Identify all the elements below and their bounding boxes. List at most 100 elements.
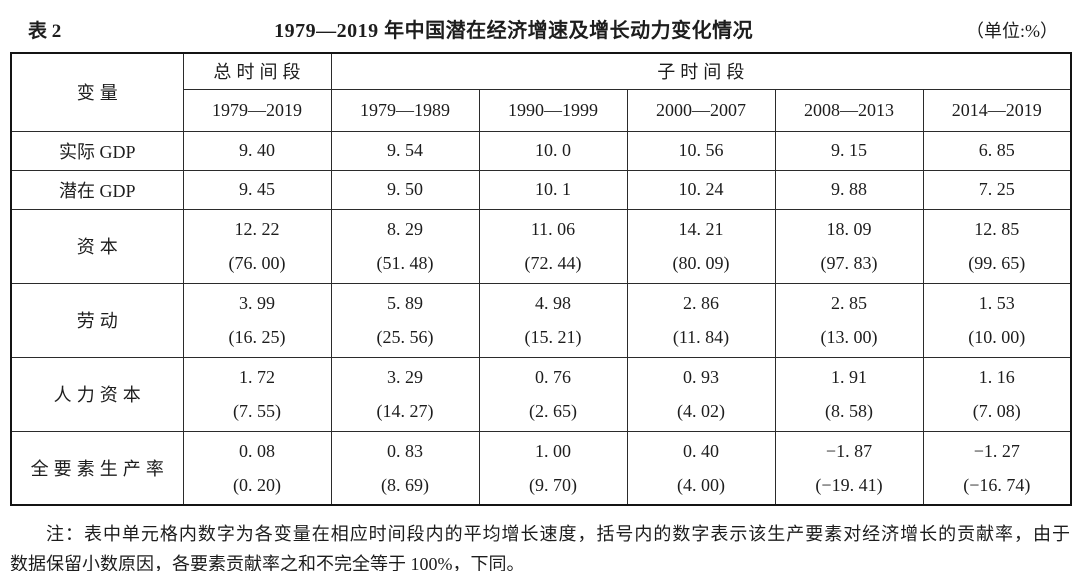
contribution-rate: (8. 69) <box>381 474 429 495</box>
cell-value: 10. 1 <box>478 169 628 210</box>
cell-value: 0. 40 (4. 00) <box>626 430 776 506</box>
table-row-capital: 资本 12. 22 (76. 00) 8. 29 (51. 48) 11. 06… <box>10 208 1072 284</box>
contribution-rate: (97. 83) <box>820 253 878 273</box>
cell-value: 5. 89 (25. 56) <box>330 282 480 358</box>
contribution-rate: (14. 27) <box>376 401 434 421</box>
cell-value: 9. 15 <box>774 130 924 171</box>
cell-value: 8. 29 (51. 48) <box>330 208 480 284</box>
contribution-rate: (7. 55) <box>233 401 281 421</box>
cell-value: −1. 87 (−19. 41) <box>774 430 924 506</box>
cell-value: 0. 93 (4. 02) <box>626 356 776 432</box>
contribution-rate: (10. 00) <box>968 327 1026 347</box>
cell-value: 1. 91 (8. 58) <box>774 356 924 432</box>
row-label: 人力资本 <box>10 356 184 432</box>
contribution-rate: (4. 02) <box>677 401 725 421</box>
growth-rate: −1. 87 <box>825 440 873 461</box>
col-header-total-period: 总时间段 <box>182 52 332 90</box>
cell-value: 1. 72 (7. 55) <box>182 356 332 432</box>
cell-value: 2. 86 (11. 84) <box>626 282 776 358</box>
contribution-rate: (16. 25) <box>228 327 286 347</box>
growth-rate: 12. 22 <box>234 219 280 239</box>
growth-rate: 11. 06 <box>530 219 576 239</box>
cell-value: 4. 98 (15. 21) <box>478 282 628 358</box>
col-header-period: 2014—2019 <box>922 88 1072 132</box>
cell-value: 0. 83 (8. 69) <box>330 430 480 506</box>
cell-value: 1. 53 (10. 00) <box>922 282 1072 358</box>
growth-rate: 0. 93 <box>683 367 719 387</box>
header-row-groups: 变量 总时间段 子时间段 <box>10 52 1072 132</box>
cell-value: 14. 21 (80. 09) <box>626 208 776 284</box>
cell-value: 3. 29 (14. 27) <box>330 356 480 432</box>
cell-value: 10. 24 <box>626 169 776 210</box>
cell-value: −1. 27 (−16. 74) <box>922 430 1072 506</box>
growth-rate: 1. 72 <box>239 367 275 387</box>
contribution-rate: (80. 09) <box>672 253 730 273</box>
contribution-rate: (13. 00) <box>820 327 878 347</box>
row-label: 全要素生产率 <box>10 430 184 506</box>
col-header-period: 1990—1999 <box>478 88 628 132</box>
table-title: 1979—2019 年中国潜在经济增速及增长动力变化情况 <box>274 20 754 42</box>
col-header-period: 1979—1989 <box>330 88 480 132</box>
growth-rate: 18. 09 <box>826 219 872 239</box>
row-label: 实际 GDP <box>10 130 184 171</box>
cell-value: 12. 85 (99. 65) <box>922 208 1072 284</box>
contribution-rate: (4. 00) <box>677 474 725 495</box>
cell-value: 9. 40 <box>182 130 332 171</box>
row-label: 潜在 GDP <box>10 169 184 210</box>
table-row-potential-gdp: 潜在 GDP 9. 45 9. 50 10. 1 10. 24 9. 88 7.… <box>10 169 1072 210</box>
header-row-periods: 1979—2019 1979—1989 1990—1999 2000—2007 … <box>11 88 1072 132</box>
note-line: 注：表中单元格内数字为各变量在相应时间段内的平均增长速度，括号内的数字表示该生产… <box>46 524 1070 544</box>
growth-rate: 2. 86 <box>683 293 719 313</box>
growth-rate: 3. 99 <box>239 293 275 313</box>
growth-decomposition-table: 变量 总时间段 子时间段 1979—2019 1979—1989 1990—19… <box>10 52 1073 506</box>
growth-rate: 1. 00 <box>535 440 571 461</box>
cell-value: 6. 85 <box>922 130 1072 171</box>
contribution-rate: (25. 56) <box>376 327 434 347</box>
growth-rate: 3. 29 <box>387 367 423 387</box>
cell-value: 10. 0 <box>478 130 628 171</box>
growth-rate: 5. 89 <box>387 293 423 313</box>
growth-rate: 0. 76 <box>535 367 571 387</box>
col-header-sub-period: 子时间段 <box>330 52 1072 90</box>
table-row-actual-gdp: 实际 GDP 9. 40 9. 54 10. 0 10. 56 9. 15 6.… <box>10 130 1072 171</box>
table-caption: 表 2 1979—2019 年中国潜在经济增速及增长动力变化情况 （单位:%） <box>0 0 1080 52</box>
cell-value: 0. 08 (0. 20) <box>182 430 332 506</box>
unit-label: （单位:%） <box>966 21 1058 41</box>
growth-rate: 0. 83 <box>387 440 423 461</box>
cell-value: 10. 56 <box>626 130 776 171</box>
col-header-period: 2008—2013 <box>774 88 924 132</box>
table-number: 表 2 <box>28 21 62 42</box>
contribution-rate: (76. 00) <box>228 253 286 273</box>
table-row-human-capital: 人力资本 1. 72 (7. 55) 3. 29 (14. 27) 0. 76 … <box>10 356 1072 432</box>
row-label: 资本 <box>10 208 184 284</box>
growth-rate: 1. 53 <box>978 293 1015 313</box>
cell-value: 18. 09 (97. 83) <box>774 208 924 284</box>
growth-rate: −1. 27 <box>973 440 1020 461</box>
cell-value: 2. 85 (13. 00) <box>774 282 924 358</box>
col-header-variable: 变量 <box>10 52 184 132</box>
contribution-rate: (2. 65) <box>529 401 577 421</box>
col-header-period: 1979—2019 <box>182 88 332 132</box>
table-row-labor: 劳动 3. 99 (16. 25) 5. 89 (25. 56) 4. 98 (… <box>10 282 1072 358</box>
growth-rate: 1. 91 <box>831 367 867 387</box>
cell-value: 11. 06 (72. 44) <box>478 208 628 284</box>
contribution-rate: (7. 08) <box>972 401 1021 421</box>
cell-value: 9. 88 <box>774 169 924 210</box>
table-row-tfp: 全要素生产率 0. 08 (0. 20) 0. 83 (8. 69) 1. 00… <box>10 430 1072 506</box>
cell-value: 3. 99 (16. 25) <box>182 282 332 358</box>
growth-rate: 12. 85 <box>974 219 1020 239</box>
cell-value: 9. 50 <box>330 169 480 210</box>
contribution-rate: (11. 84) <box>672 327 730 347</box>
contribution-rate: (9. 70) <box>529 474 577 495</box>
cell-value: 1. 00 (9. 70) <box>478 430 628 506</box>
contribution-rate: (15. 21) <box>524 327 582 347</box>
col-header-period: 2000—2007 <box>626 88 776 132</box>
growth-rate: 0. 40 <box>683 440 719 461</box>
cell-value: 0. 76 (2. 65) <box>478 356 628 432</box>
contribution-rate: (51. 48) <box>376 253 434 273</box>
note-line: 数据保留小数原因，各要素贡献率之和不完全等于 100%，下同。 <box>10 554 525 571</box>
growth-rate: 4. 98 <box>535 293 571 313</box>
cell-value: 1. 16 (7. 08) <box>922 356 1072 432</box>
growth-rate: 8. 29 <box>387 219 423 239</box>
